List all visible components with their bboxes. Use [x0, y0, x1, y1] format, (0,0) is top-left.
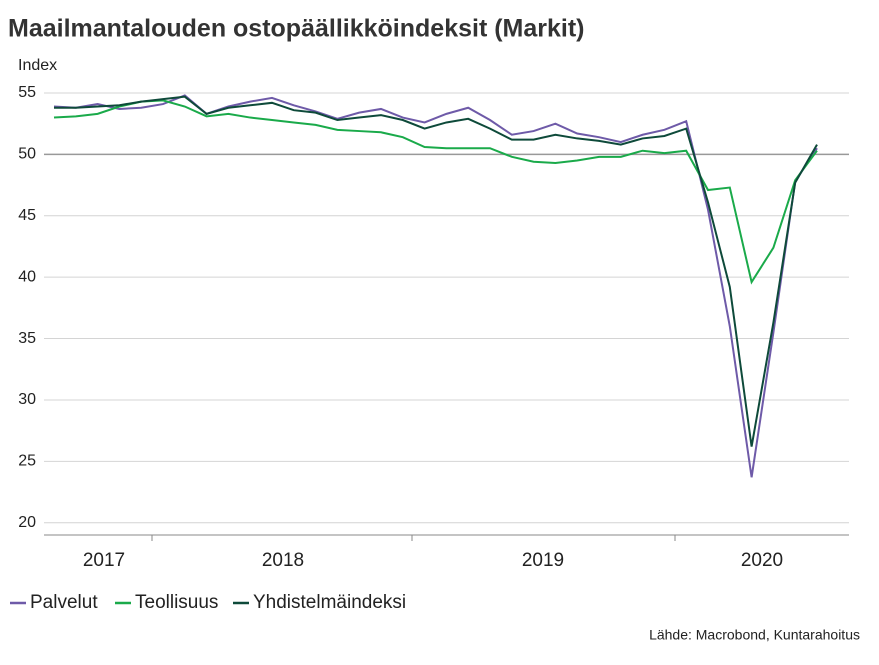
- y-tick-label: 45: [18, 207, 36, 224]
- y-axis-label: Index: [18, 57, 57, 74]
- x-tick-label: 2019: [522, 550, 564, 571]
- x-tick-label: 2018: [262, 550, 304, 571]
- legend-label: Yhdistelmäindeksi: [253, 592, 406, 613]
- y-tick-label: 55: [18, 84, 36, 101]
- chart-title: Maailmantalouden ostopäällikköindeksit (…: [8, 15, 585, 43]
- y-tick-label: 25: [18, 453, 36, 470]
- y-tick-label: 40: [18, 268, 36, 285]
- y-tick-label: 50: [18, 146, 36, 163]
- line-series: [54, 95, 818, 447]
- source: Lähde: Macrobond, Kuntarahoitus: [649, 627, 860, 643]
- x-tick-label: 2020: [741, 550, 783, 571]
- line-series: [53, 99, 818, 285]
- line-series: [53, 94, 818, 478]
- x-tick-label: 2017: [83, 550, 125, 571]
- y-tick-label: 20: [18, 514, 36, 531]
- legend-label: Teollisuus: [135, 592, 218, 613]
- y-tick-label: 30: [18, 391, 36, 408]
- legend-label: Palvelut: [30, 592, 98, 613]
- y-tick-label: 35: [18, 330, 36, 347]
